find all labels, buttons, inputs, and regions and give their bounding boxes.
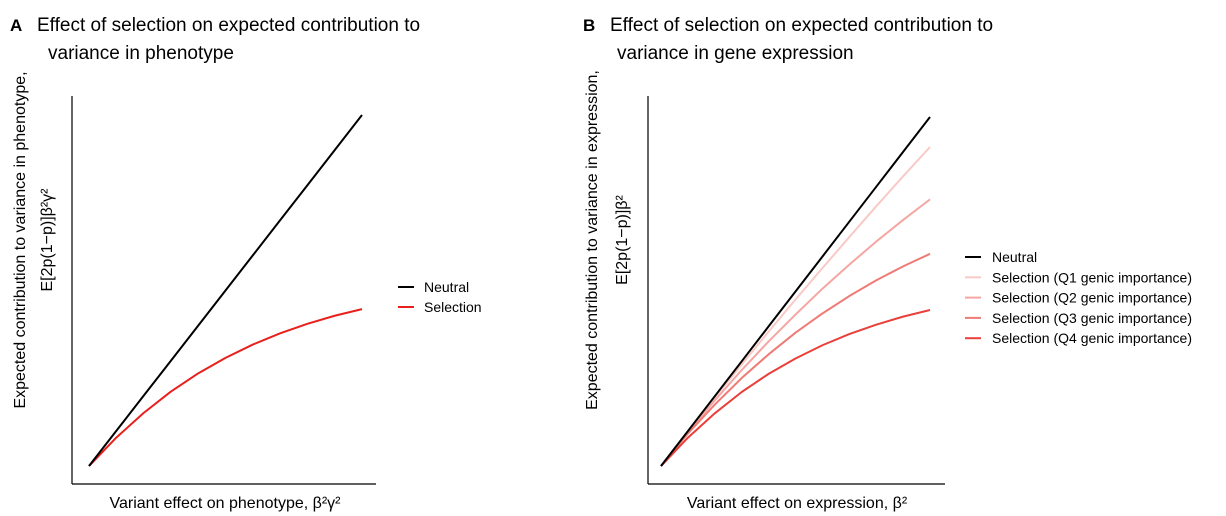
- panel-a-y-label-line1: Expected contribution to variance in phe…: [12, 71, 29, 408]
- panel-b-title-line2: variance in gene expression: [617, 43, 854, 64]
- panel-a-letter: A: [10, 16, 22, 35]
- panel-a-series-line-2: [88, 308, 363, 467]
- panel-b-legend-label-4: Selection (Q3 genic importance): [992, 310, 1192, 326]
- panel-a-x-label: Variant effect on phenotype, β²γ²: [110, 495, 342, 512]
- panel-b-legend-label-1: Neutral: [992, 249, 1037, 265]
- panel-a-title-line1: Effect of selection on expected contribu…: [37, 15, 420, 36]
- panel-b-series-line-4: [660, 252, 931, 467]
- panel-b-title-line1: Effect of selection on expected contribu…: [610, 15, 993, 36]
- panel-b-legend-label-2: Selection (Q1 genic importance): [992, 269, 1192, 285]
- panel-b-letter: B: [583, 16, 595, 35]
- panel-a-y-label-line2: E[2p(1−p)]β²γ²: [39, 188, 56, 292]
- panel-a-legend-label-1: Neutral: [424, 279, 469, 295]
- panel-b-legend: Neutral Selection (Q1 genic importance) Se…: [965, 249, 1192, 346]
- panel-b-series-lines: [660, 116, 931, 467]
- panel-b-x-label: Variant effect on expression, β²: [687, 495, 908, 512]
- panel-b-legend-label-3: Selection (Q2 genic importance): [992, 290, 1192, 306]
- panel-b-legend-label-5: Selection (Q4 genic importance): [992, 330, 1192, 346]
- panel-b-y-label-line1: Expected contribution to variance in exp…: [584, 70, 601, 410]
- panel-a-series-line-1: [88, 114, 363, 467]
- panel-a-legend-label-2: Selection: [424, 299, 482, 315]
- panel-b-series-line-3: [660, 198, 931, 467]
- panel-a-title-line2: variance in phenotype: [48, 43, 234, 64]
- panel-a: A Effect of selection on expected contri…: [10, 15, 482, 512]
- panel-b-series-line-1: [660, 116, 931, 467]
- panel-b-y-label-line2: E[2p(1−p)]β²: [614, 194, 631, 284]
- panel-b: B Effect of selection on expected contri…: [583, 15, 1192, 512]
- panel-a-series-lines: [88, 114, 363, 467]
- panel-a-legend: Neutral Selection: [398, 279, 482, 315]
- panel-b-series-line-5: [660, 309, 931, 467]
